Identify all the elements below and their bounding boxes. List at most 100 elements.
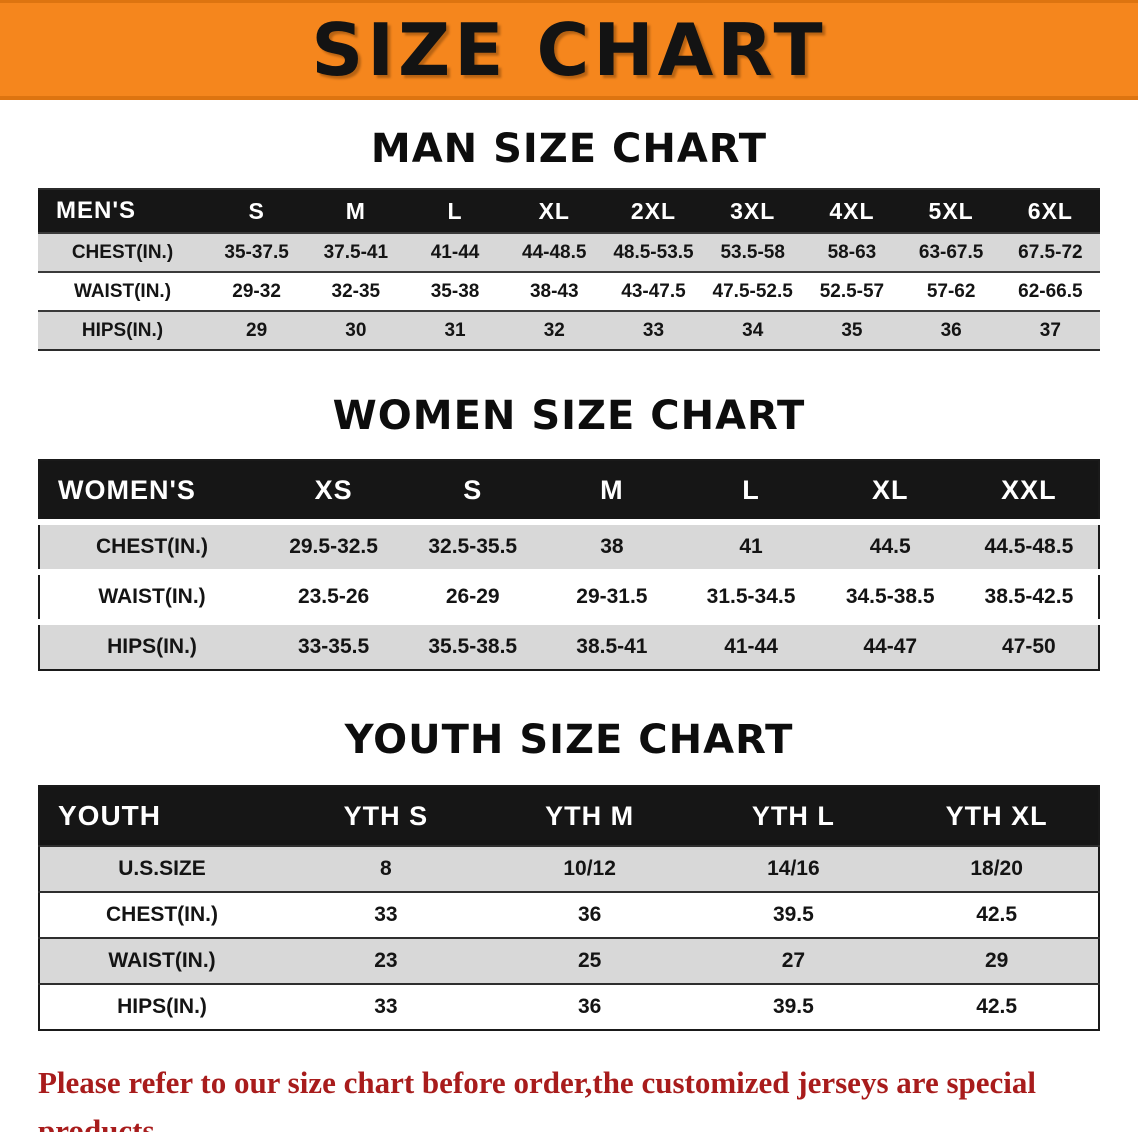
table-corner-label: MEN'S xyxy=(38,189,207,233)
youth-size-table: YOUTH YTH S YTH M YTH L YTH XL U.S.SIZE 8 10/12… xyxy=(38,785,1100,1031)
size-value-cell: 39.5 xyxy=(691,983,896,1030)
size-value-cell: 25 xyxy=(487,937,692,984)
size-value-cell: 31 xyxy=(405,310,505,350)
size-column-header: 2XL xyxy=(603,189,704,233)
size-column-header: M xyxy=(306,189,406,233)
size-value-cell: 33 xyxy=(603,310,704,350)
size-value-cell: 29.5-32.5 xyxy=(264,519,404,572)
size-value-cell: 33 xyxy=(284,891,488,938)
size-value-cell: 44.5 xyxy=(820,519,960,572)
row-label: HIPS(IN.) xyxy=(39,983,284,1030)
row-label: U.S.SIZE xyxy=(39,845,284,892)
banner: SIZE CHART xyxy=(0,0,1138,100)
size-column-header: S xyxy=(207,189,307,233)
size-value-cell: 32 xyxy=(504,310,604,350)
measurement-row: CHEST(IN.) 35-37.5 37.5-41 41-44 44-48.5 48.5… xyxy=(38,232,1100,272)
row-label: CHEST(IN.) xyxy=(39,519,264,572)
size-column-header: 3XL xyxy=(703,189,803,233)
size-value-cell: 35.5-38.5 xyxy=(403,619,543,670)
size-column-header: XL xyxy=(504,189,604,233)
size-value-cell: 31.5-34.5 xyxy=(681,569,821,622)
size-value-cell: 8 xyxy=(284,845,488,892)
women-section-heading: WOMEN SIZE CHART xyxy=(332,393,806,439)
size-value-cell: 57-62 xyxy=(901,271,1001,311)
size-value-cell: 41 xyxy=(681,519,821,572)
row-label: WAIST(IN.) xyxy=(38,271,207,311)
size-column-header: XS xyxy=(264,460,404,522)
row-label: WAIST(IN.) xyxy=(39,937,284,984)
size-column-header: XXL xyxy=(959,460,1099,522)
row-label: CHEST(IN.) xyxy=(38,232,207,272)
row-label: WAIST(IN.) xyxy=(39,569,264,622)
size-value-cell: 44.5-48.5 xyxy=(959,519,1099,572)
size-value-cell: 27 xyxy=(691,937,896,984)
size-value-cell: 35-38 xyxy=(405,271,505,311)
size-column-header: L xyxy=(405,189,505,233)
size-column-header: XL xyxy=(820,460,960,522)
size-column-header: S xyxy=(403,460,543,522)
size-value-cell: 67.5-72 xyxy=(1000,232,1100,272)
measurement-row: WAIST(IN.) 29-32 32-35 35-38 38-43 43-47.5 47.… xyxy=(38,271,1100,311)
size-value-cell: 23.5-26 xyxy=(264,569,404,622)
row-label: CHEST(IN.) xyxy=(39,891,284,938)
size-value-cell: 35 xyxy=(802,310,902,350)
page-title: SIZE CHART xyxy=(311,7,827,92)
size-value-cell: 38.5-41 xyxy=(542,619,682,670)
size-column-header: M xyxy=(542,460,682,522)
women-size-section: WOMEN SIZE CHART WOMEN'S XS S M L XL XXL CHEST(… xyxy=(0,351,1138,671)
measurement-row: WAIST(IN.) 23.5-26 26-29 29-31.5 31.5-34.5 34… xyxy=(39,569,1099,622)
size-column-header: YTH L xyxy=(691,786,896,846)
measurement-row: WAIST(IN.) 23 25 27 29 xyxy=(39,937,1099,984)
measurement-row: HIPS(IN.) 29 30 31 32 33 34 35 36 37 xyxy=(38,310,1100,350)
size-value-cell: 41-44 xyxy=(405,232,505,272)
measurement-row: HIPS(IN.) 33 36 39.5 42.5 xyxy=(39,983,1099,1030)
size-value-cell: 43-47.5 xyxy=(603,271,704,311)
men-section-heading: MAN SIZE CHART xyxy=(370,126,768,172)
size-value-cell: 29-31.5 xyxy=(542,569,682,622)
size-value-cell: 38 xyxy=(542,519,682,572)
table-header-row: WOMEN'S XS S M L XL XXL xyxy=(39,460,1099,522)
size-value-cell: 52.5-57 xyxy=(802,271,902,311)
size-column-header: 5XL xyxy=(901,189,1001,233)
size-value-cell: 35-37.5 xyxy=(207,232,307,272)
size-column-header: 4XL xyxy=(802,189,902,233)
size-value-cell: 32.5-35.5 xyxy=(403,519,543,572)
size-value-cell: 34 xyxy=(703,310,803,350)
size-value-cell: 53.5-58 xyxy=(703,232,803,272)
youth-size-section: YOUTH SIZE CHART YOUTH YTH S YTH M YTH L YTH… xyxy=(0,671,1138,1031)
size-value-cell: 29 xyxy=(895,937,1099,984)
size-value-cell: 44-48.5 xyxy=(504,232,604,272)
measurement-row: HIPS(IN.) 33-35.5 35.5-38.5 38.5-41 41-44 44-… xyxy=(39,619,1099,670)
size-value-cell: 10/12 xyxy=(487,845,692,892)
size-value-cell: 39.5 xyxy=(691,891,896,938)
size-value-cell: 41-44 xyxy=(681,619,821,670)
size-value-cell: 26-29 xyxy=(403,569,543,622)
size-value-cell: 30 xyxy=(306,310,406,350)
size-column-header: 6XL xyxy=(1000,189,1100,233)
size-value-cell: 36 xyxy=(487,891,692,938)
size-value-cell: 63-67.5 xyxy=(901,232,1001,272)
row-label: HIPS(IN.) xyxy=(39,619,264,670)
men-size-table: MEN'S S M L XL 2XL 3XL 4XL 5XL 6XL CHEST(IN.) 35-37… xyxy=(38,188,1100,351)
size-column-header: YTH XL xyxy=(895,786,1099,846)
size-value-cell: 47-50 xyxy=(959,619,1099,670)
table-header-row: MEN'S S M L XL 2XL 3XL 4XL 5XL 6XL xyxy=(38,189,1100,233)
table-header-row: YOUTH YTH S YTH M YTH L YTH XL xyxy=(39,786,1099,846)
row-label: HIPS(IN.) xyxy=(38,310,207,350)
size-value-cell: 34.5-38.5 xyxy=(820,569,960,622)
size-value-cell: 33-35.5 xyxy=(264,619,404,670)
size-value-cell: 48.5-53.5 xyxy=(603,232,704,272)
size-value-cell: 36 xyxy=(901,310,1001,350)
size-value-cell: 38.5-42.5 xyxy=(959,569,1099,622)
size-value-cell: 42.5 xyxy=(895,891,1099,938)
size-value-cell: 36 xyxy=(487,983,692,1030)
size-value-cell: 37 xyxy=(1000,310,1100,350)
measurement-row: CHEST(IN.) 29.5-32.5 32.5-35.5 38 41 44.5 44.5… xyxy=(39,519,1099,572)
size-value-cell: 38-43 xyxy=(504,271,604,311)
youth-section-heading: YOUTH SIZE CHART xyxy=(344,717,794,763)
size-value-cell: 18/20 xyxy=(895,845,1099,892)
size-value-cell: 29-32 xyxy=(207,271,307,311)
size-value-cell: 44-47 xyxy=(820,619,960,670)
size-value-cell: 14/16 xyxy=(691,845,896,892)
